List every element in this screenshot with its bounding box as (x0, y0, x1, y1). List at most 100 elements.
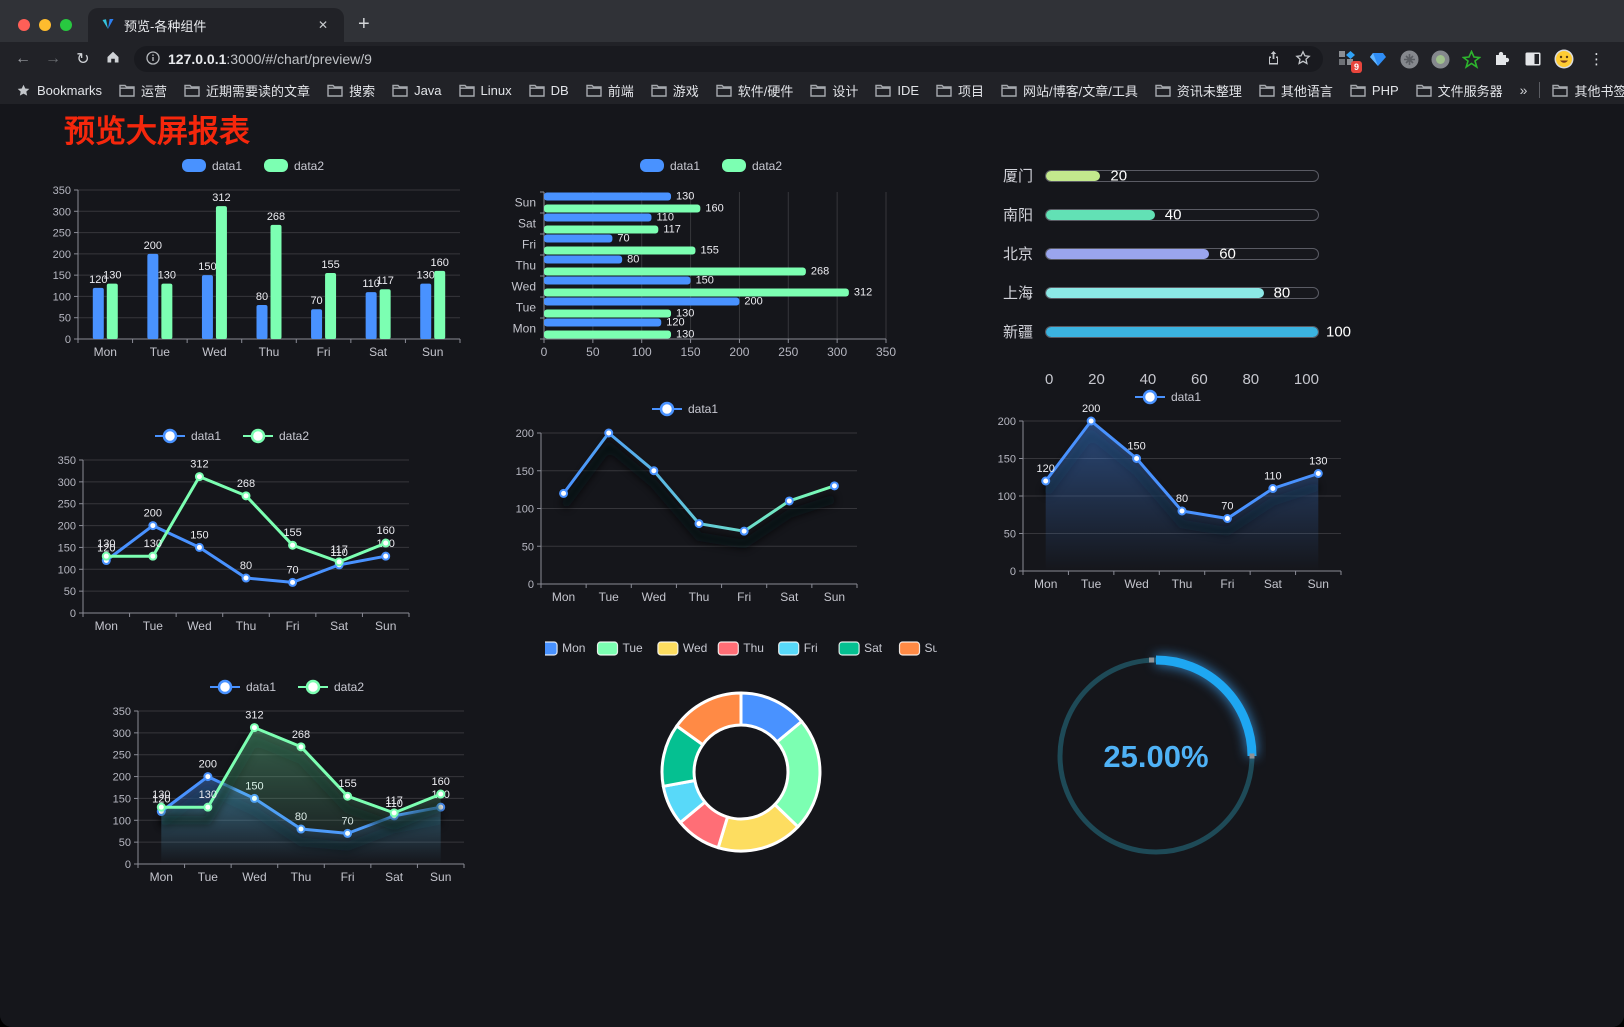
single-area-chart[interactable]: data1 0 50 100 150 200 Mon Tue Wed Thu Fri Sat Sun 12… (985, 383, 1355, 598)
svg-text:Sat: Sat (385, 870, 404, 884)
record-circle-extension-icon[interactable] (1430, 49, 1450, 69)
bookmark-folder[interactable]: 设计 (810, 81, 858, 100)
svg-text:data1: data1 (670, 159, 700, 173)
bookmark-folder[interactable]: 其他语言 (1259, 81, 1333, 100)
svg-text:Fri: Fri (317, 345, 331, 359)
bookmark-folder[interactable]: 搜索 (327, 81, 375, 100)
progress-value: 80 (1273, 284, 1291, 301)
reload-icon[interactable]: ↻ (76, 51, 90, 68)
site-info-icon[interactable] (146, 50, 160, 68)
pattern-circle-extension-icon[interactable] (1399, 49, 1419, 69)
green-star-extension-icon[interactable] (1461, 49, 1481, 69)
svg-text:Sun: Sun (925, 641, 938, 655)
svg-text:130: 130 (144, 538, 162, 550)
bookmark-folder[interactable]: 文件服务器 (1415, 81, 1503, 100)
svg-text:300: 300 (113, 728, 131, 740)
svg-text:70: 70 (1221, 501, 1233, 513)
puzzle-extensions-icon[interactable] (1492, 49, 1512, 69)
svg-text:Sun: Sun (375, 619, 396, 633)
home-icon[interactable] (98, 49, 128, 70)
bookmarks-manager[interactable]: Bookmarks (16, 83, 102, 98)
emoji-extension-icon[interactable] (1554, 49, 1574, 69)
bookmark-folder[interactable]: 运营 (119, 81, 167, 100)
svg-text:117: 117 (330, 544, 348, 556)
bookmark-folder[interactable]: 项目 (936, 81, 984, 100)
bookmark-folder[interactable]: 前端 (585, 81, 634, 100)
weekday-donut-canvas: Mon Tue Wed Thu Fri Sat Sun (536, 641, 946, 853)
svg-text:120: 120 (666, 317, 684, 329)
horizontal-bar-chart[interactable]: data1 data2 0 50 100 150 200 250 300 350 Mon 120 130… (500, 150, 926, 366)
progress-row: 北京 60 (995, 234, 1319, 273)
bookmark-folder[interactable]: IDE (875, 81, 919, 100)
svg-text:Thu: Thu (743, 641, 764, 655)
bookmark-label: 搜索 (349, 83, 376, 99)
bookmark-label: 近期需要读的文章 (206, 83, 311, 99)
svg-text:155: 155 (700, 245, 718, 257)
devtools-extension-icon[interactable]: 9 (1337, 49, 1362, 73)
svg-text:160: 160 (705, 203, 723, 215)
browser-menu-icon[interactable]: ⋮ (1589, 51, 1604, 68)
svg-text:0: 0 (528, 579, 534, 591)
gauge-chart[interactable]: 25.00% (1046, 644, 1266, 868)
svg-text:312: 312 (245, 710, 263, 722)
side-panel-icon[interactable] (1523, 49, 1543, 69)
bookmark-star-icon[interactable] (1295, 49, 1311, 69)
svg-text:100: 100 (998, 491, 1016, 503)
svg-text:Sat: Sat (330, 619, 349, 633)
active-tab[interactable]: 预览-各种组件 ✕ (88, 8, 344, 42)
svg-text:160: 160 (431, 257, 449, 269)
bookmark-folder[interactable]: 网站/博客/文章/工具 (1001, 81, 1138, 100)
svg-text:Mon: Mon (94, 345, 117, 359)
svg-text:200: 200 (729, 345, 749, 359)
svg-text:data2: data2 (294, 159, 324, 173)
bookmark-folder[interactable]: 资讯未整理 (1155, 81, 1242, 100)
svg-text:0: 0 (70, 608, 76, 620)
svg-text:70: 70 (286, 564, 298, 576)
address-bar[interactable]: 127.0.0.1 :3000/#/chart/preview/9 (134, 46, 1323, 72)
gem-extension-icon[interactable] (1368, 49, 1388, 69)
bookmark-folder[interactable]: 软件/硬件 (716, 81, 793, 100)
tab-close-icon[interactable]: ✕ (317, 18, 328, 32)
donut-chart[interactable]: Mon Tue Wed Thu Fri Sat Sun (536, 633, 946, 895)
svg-text:150: 150 (113, 793, 131, 805)
svg-text:Sat: Sat (780, 590, 799, 604)
gradient-line-chart[interactable]: data1 0 50 100 150 200 Mon Tue Wed Thu Fri Sat Sun (503, 395, 871, 611)
svg-text:150: 150 (998, 454, 1016, 466)
bookmark-folder[interactable]: DB (528, 81, 569, 100)
bookmark-folder[interactable]: Linux (458, 81, 512, 100)
svg-text:350: 350 (113, 706, 131, 718)
back-icon[interactable]: ← (15, 50, 31, 67)
zoom-window-button[interactable] (60, 19, 72, 31)
bookmarks-overflow-icon[interactable]: » (1519, 82, 1528, 98)
grouped-bar-chart[interactable]: data1 data2 0 50 100 150 200 250 300 350 Mon Tue Wed… (40, 150, 470, 366)
progress-label: 北京 (1002, 246, 1033, 263)
bookmark-folder[interactable]: Java (392, 81, 442, 100)
progress-value: 100 (1326, 323, 1352, 340)
svg-text:130: 130 (97, 538, 115, 550)
progress-fill (1046, 326, 1318, 337)
bookmark-items: 运营 近期需要读的文章 搜索 Java Linux DB 前端 游戏 软件/硬件 设计 IDE 项目 网… (119, 81, 1503, 100)
progress-label: 南阳 (1002, 207, 1033, 224)
new-tab-button[interactable]: + (358, 13, 370, 35)
city-progress-chart[interactable]: 厦门 20 南阳 40 北京 60 上海 80 新疆 100 0 20 40 60 80 100 (995, 156, 1363, 394)
bookmark-folder[interactable]: 近期需要读的文章 (184, 81, 310, 100)
close-window-button[interactable] (18, 19, 30, 31)
svg-text:268: 268 (811, 266, 829, 278)
bookmark-folder[interactable]: 游戏 (651, 81, 699, 100)
svg-text:268: 268 (237, 478, 255, 490)
share-icon[interactable] (1266, 50, 1281, 69)
other-bookmarks-folder[interactable]: 其他书签 (1552, 81, 1624, 100)
double-area-line-canvas: data1 data2 0 50 100 150 200 250 300 350 Mon Tue Wed… (113, 679, 465, 884)
svg-text:120: 120 (1037, 463, 1055, 475)
svg-text:data1: data1 (1171, 390, 1201, 404)
svg-text:200: 200 (144, 240, 162, 252)
double-area-chart[interactable]: data1 data2 0 50 100 150 200 250 300 350 Mon Tue Wed… (100, 673, 478, 891)
bookmark-folder[interactable]: PHP (1350, 81, 1399, 100)
svg-text:Sat: Sat (518, 217, 537, 231)
svg-text:200: 200 (516, 428, 534, 440)
forward-icon[interactable]: → (45, 50, 61, 67)
svg-text:Tue: Tue (516, 301, 537, 315)
two-line-chart[interactable]: data1 data2 0 50 100 150 200 250 300 350 Mon Tue Wed… (45, 422, 423, 640)
minimize-window-button[interactable] (39, 19, 51, 31)
svg-text:130: 130 (417, 270, 435, 282)
